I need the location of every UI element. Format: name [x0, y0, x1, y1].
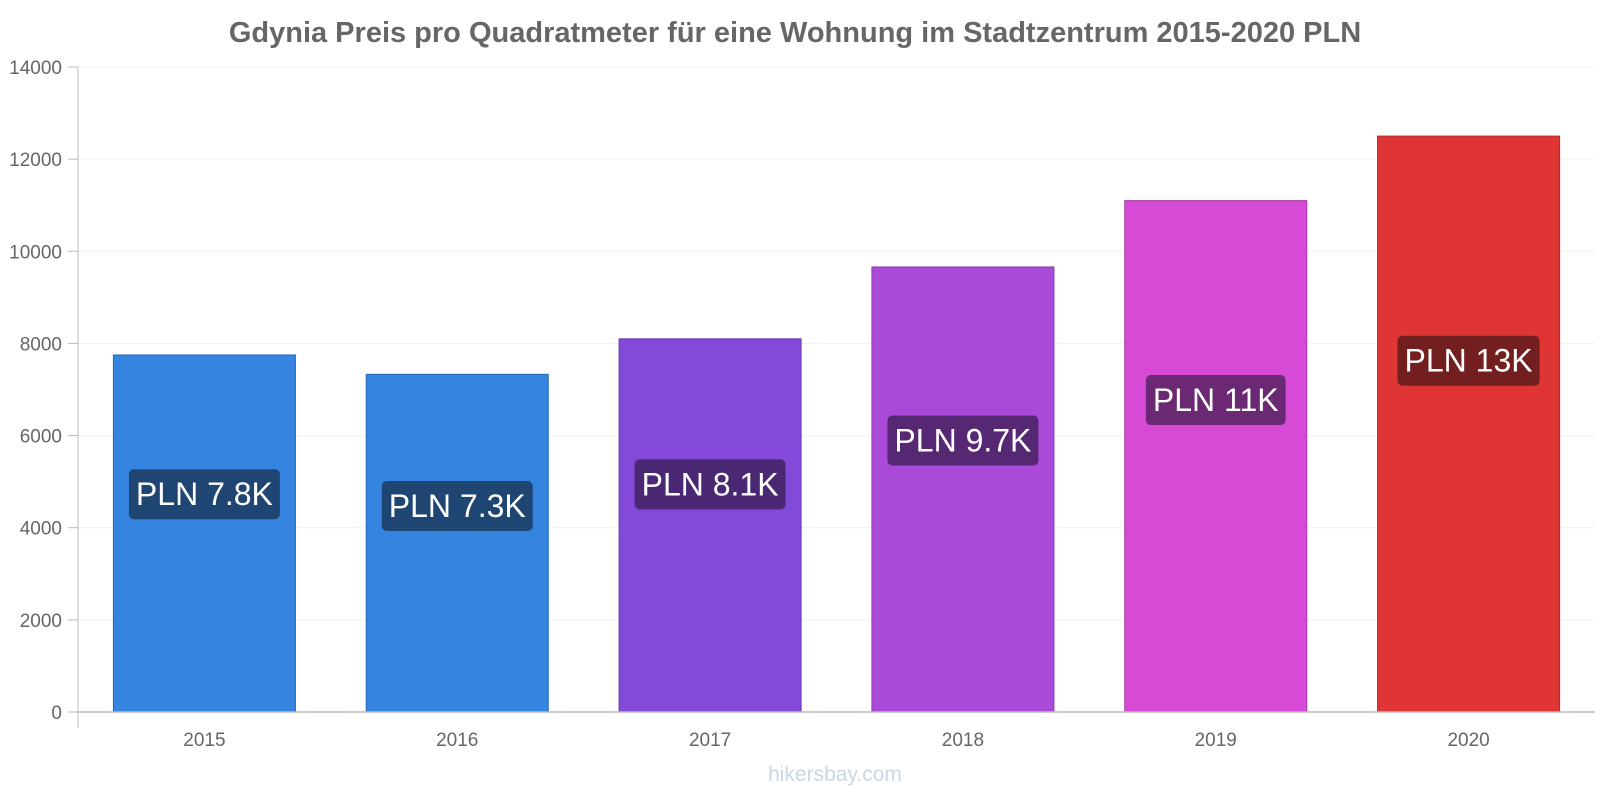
data-label-text: PLN 7.3K [389, 488, 526, 524]
grid-lines [78, 66, 1595, 621]
data-label-2019: PLN 11K [1145, 375, 1286, 426]
data-label-2016: PLN 7.3K [381, 481, 533, 532]
data-label-background [887, 415, 1039, 466]
data-label-2017: PLN 8.1K [634, 459, 786, 510]
chart-title: Gdynia Preis pro Quadratmeter für eine W… [229, 17, 1361, 49]
data-label-2020: PLN 13K [1397, 335, 1540, 386]
x-tick-label: 2019 [1195, 730, 1237, 751]
bar-2017 [618, 338, 802, 713]
data-label-background [1397, 335, 1540, 386]
bar-2018 [871, 266, 1055, 713]
bar-2019 [1124, 200, 1308, 713]
data-label-background [634, 459, 786, 510]
data-label-background [381, 481, 533, 532]
watermark: hikersbay.com [768, 763, 902, 786]
x-tick-label: 2017 [689, 730, 731, 751]
data-label-text: PLN 8.1K [642, 466, 779, 502]
bar-2016 [365, 373, 549, 713]
y-tick-label: 8000 [20, 334, 62, 355]
data-label-2015: PLN 7.8K [128, 469, 280, 520]
y-tick-label: 4000 [20, 519, 62, 540]
bar-2020 [1377, 135, 1561, 713]
data-label-background [128, 469, 280, 520]
x-tick-label: 2016 [436, 730, 478, 751]
bar-2015 [112, 354, 296, 713]
y-axis-ticks: 0 2000 4000 6000 8000 10000 12000 14000 [9, 58, 78, 724]
x-axis-ticks: 2015 2016 2017 2018 2019 2020 [183, 730, 1489, 751]
y-tick-label: 12000 [9, 150, 62, 171]
data-label-text: PLN 9.7K [894, 423, 1031, 459]
data-label-text: PLN 11K [1153, 382, 1279, 418]
data-label-background [1145, 375, 1286, 426]
bars [112, 135, 1561, 713]
data-labels: PLN 7.8K PLN 7.3K PLN 8.1K PLN 9.7K PLN 11K P… [128, 335, 1540, 532]
y-tick-label: 6000 [20, 427, 62, 448]
data-label-text: PLN 13K [1405, 343, 1533, 379]
y-tick-label: 2000 [20, 611, 62, 632]
y-tick-label: 0 [51, 703, 62, 724]
x-tick-label: 2020 [1447, 730, 1489, 751]
data-label-text: PLN 7.8K [136, 476, 273, 512]
y-tick-label: 14000 [9, 58, 62, 79]
x-tick-label: 2015 [183, 730, 225, 751]
data-label-2018: PLN 9.7K [887, 415, 1039, 466]
x-tick-label: 2018 [942, 730, 984, 751]
y-tick-label: 10000 [9, 242, 62, 263]
